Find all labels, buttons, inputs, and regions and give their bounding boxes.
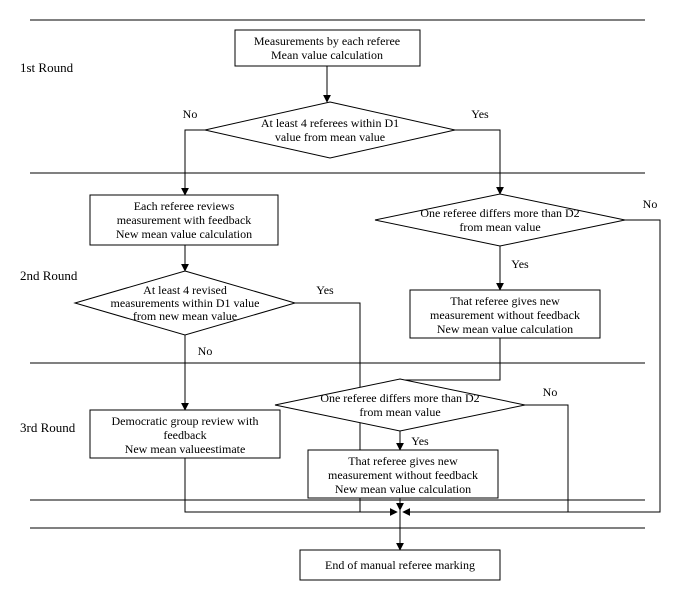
edge-rightmeasure1-d3: [400, 338, 500, 380]
node-left-review-l2: measurement with feedback: [117, 213, 252, 227]
node-right-measure-1-l2: measurement without feedback: [430, 308, 580, 322]
edge-d2left-yes-label: Yes: [316, 283, 334, 297]
node-d2right-l2: from mean value: [459, 220, 540, 234]
node-left-group-l2: feedback: [163, 428, 206, 442]
node-d2left-l1: At least 4 revised: [143, 283, 227, 297]
node-d2right-l1: One referee differs more than D2: [420, 206, 579, 220]
edge-d1-yes-label: Yes: [471, 107, 489, 121]
node-left-group-l1: Democratic group review with: [112, 414, 259, 428]
edge-d3-yes-label: Yes: [411, 434, 429, 448]
edge-d3-no-label: No: [543, 385, 558, 399]
node-d1-l1: At least 4 referees within D1: [261, 116, 399, 130]
node-right-measure-1-l3: New mean value calculation: [437, 322, 573, 336]
node-d3-l2: from mean value: [359, 405, 440, 419]
node-left-review-l1: Each referee reviews: [134, 199, 235, 213]
edge-d1-no: [185, 130, 205, 195]
node-right-measure-2-l3: New mean value calculation: [335, 482, 471, 496]
node-start-l1: Measurements by each referee: [254, 34, 400, 48]
node-end-l1: End of manual referee marking: [325, 558, 475, 572]
round-2-label: 2nd Round: [20, 268, 78, 283]
node-right-measure-2-l2: measurement without feedback: [328, 468, 478, 482]
edge-d1-yes: [455, 130, 500, 194]
node-d2left-l3: from new mean value: [133, 309, 237, 323]
node-d2left-l2: measurements within D1 value: [111, 296, 260, 310]
node-d3-l1: One referee differs more than D2: [320, 391, 479, 405]
round-1-label: 1st Round: [20, 60, 74, 75]
node-d1-l2: value from mean value: [275, 130, 385, 144]
node-start-l2: Mean value calculation: [271, 48, 383, 62]
node-left-group-l3: New mean valueestimate: [125, 442, 246, 456]
node-right-measure-1-l1: That referee gives new: [450, 294, 560, 308]
node-left-review-l3: New mean value calculation: [116, 227, 252, 241]
round-3-label: 3rd Round: [20, 420, 76, 435]
edge-d2right-no-label: No: [643, 197, 658, 211]
node-right-measure-2-l1: That referee gives new: [348, 454, 458, 468]
edge-d1-no-label: No: [183, 107, 198, 121]
edge-d2right-yes-label: Yes: [511, 257, 529, 271]
edge-d2left-no-label: No: [198, 344, 213, 358]
